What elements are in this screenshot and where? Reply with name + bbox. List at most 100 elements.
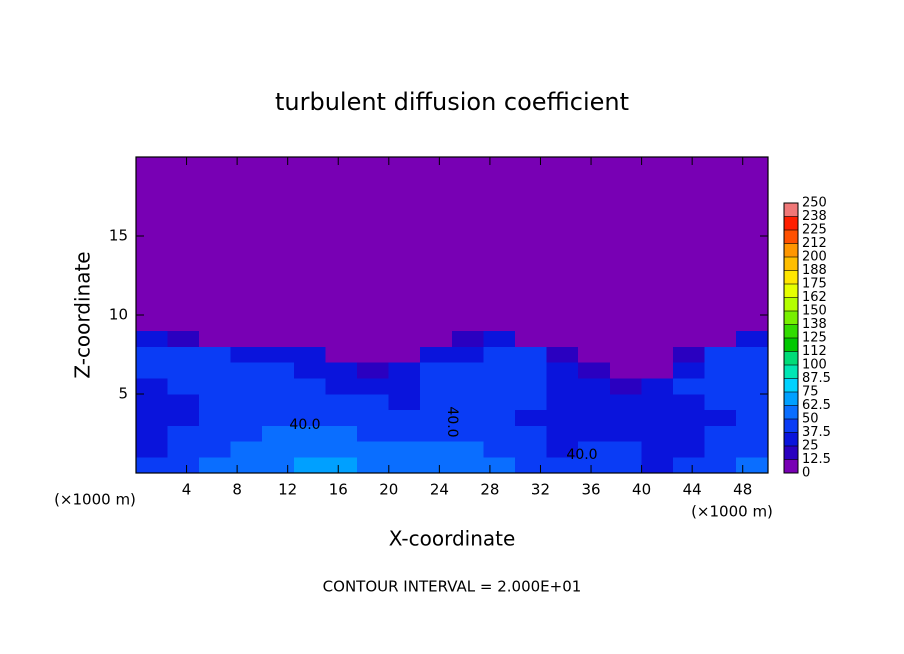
heatmap-cell	[609, 362, 642, 379]
heatmap-cell	[483, 346, 516, 363]
x-tick-label: 32	[531, 481, 550, 499]
heatmap-cell	[704, 456, 737, 474]
heatmap-cell	[578, 156, 611, 332]
heatmap-cell	[356, 393, 390, 411]
heatmap-cell	[736, 156, 769, 332]
heatmap-cell	[325, 456, 358, 474]
heatmap-cell	[641, 409, 674, 426]
heatmap-cell	[704, 346, 737, 363]
heatmap-cell	[262, 393, 295, 411]
heatmap-cell	[736, 330, 769, 347]
colorbar-label: 0	[802, 466, 810, 481]
colorbar-band	[784, 324, 798, 338]
heatmap-cell	[230, 362, 263, 379]
heatmap-cell	[167, 441, 200, 458]
heatmap-cell	[388, 409, 421, 426]
colorbar-band	[784, 311, 798, 325]
heatmap-cell	[135, 362, 168, 379]
heatmap-cell	[198, 393, 232, 411]
x-tick-label: 8	[232, 481, 242, 499]
heatmap-cell	[704, 441, 737, 458]
heatmap-cell	[325, 425, 358, 442]
colorbar-band	[784, 257, 798, 271]
axis-unit: (×1000 m)	[54, 491, 136, 509]
heatmap-cell	[262, 330, 295, 347]
heatmap-cell	[736, 441, 769, 458]
heatmap-cell	[514, 346, 548, 363]
heatmap-cell	[388, 393, 421, 411]
heatmap-cell	[420, 156, 453, 332]
heatmap-cell	[293, 156, 326, 332]
heatmap-cell	[293, 441, 326, 458]
colorbar-label: 138	[802, 317, 827, 332]
heatmap-cell	[546, 377, 579, 395]
heatmap-cell	[420, 456, 453, 474]
colorbar-label: 25	[802, 439, 819, 454]
heatmap-cell	[736, 456, 769, 474]
heatmap-cell	[514, 156, 548, 332]
heatmap-cell	[167, 362, 200, 379]
colorbar-label: 225	[802, 223, 827, 238]
heatmap-cell	[230, 346, 263, 363]
colorbar-band	[784, 405, 798, 419]
heatmap-cell	[198, 330, 232, 347]
heatmap-cell	[356, 346, 390, 363]
x-tick-label: 4	[182, 481, 192, 499]
heatmap-cell	[483, 377, 516, 395]
heatmap-cell	[420, 362, 453, 379]
heatmap-cell	[388, 425, 421, 442]
contour-label: 40.0	[444, 406, 460, 437]
heatmap-cell	[451, 441, 484, 458]
heatmap-cell	[546, 346, 579, 363]
heatmap-cell	[135, 409, 168, 426]
heatmap-cell	[641, 456, 674, 474]
heatmap-cell	[704, 156, 737, 332]
colorbar-band	[784, 432, 798, 446]
heatmap-cell	[135, 441, 168, 458]
heatmap-cell	[356, 409, 390, 426]
colorbar-band	[784, 351, 798, 365]
colorbar-label: 200	[802, 250, 827, 265]
heatmap-cell	[641, 330, 674, 347]
heatmap-cell	[230, 441, 263, 458]
heatmap-cell	[198, 377, 232, 395]
x-tick-label: 12	[278, 481, 297, 499]
colorbar-label: 125	[802, 331, 827, 346]
heatmap-cell	[325, 346, 358, 363]
heatmap-cell	[514, 377, 548, 395]
x-tick-label: 28	[480, 481, 499, 499]
heatmap-cell	[451, 330, 484, 347]
colorbar-band	[784, 419, 798, 433]
heatmap-cell	[641, 425, 674, 442]
heatmap-cell	[609, 393, 642, 411]
heatmap-cell	[672, 393, 706, 411]
heatmap-cell	[736, 362, 769, 379]
heatmap-cell	[262, 456, 295, 474]
heatmap-cell	[546, 393, 579, 411]
heatmap-cell	[514, 441, 548, 458]
heatmap-cell	[578, 377, 611, 395]
heatmap-cell	[198, 362, 232, 379]
heatmap-cell	[167, 409, 200, 426]
x-tick-label: 36	[581, 481, 600, 499]
heatmap-cell	[641, 156, 674, 332]
heatmap-cell	[451, 156, 484, 332]
colorbar-band	[784, 243, 798, 257]
heatmap-cell	[325, 393, 358, 411]
heatmap-cell	[420, 377, 453, 395]
heatmap-cell	[293, 456, 326, 474]
heatmap-cell	[198, 456, 232, 474]
heatmap-cell	[293, 346, 326, 363]
heatmap-cell	[704, 362, 737, 379]
heatmap-cell	[451, 377, 484, 395]
heatmap-cell	[483, 425, 516, 442]
heatmap-cell	[609, 456, 642, 474]
heatmap-cell	[704, 425, 737, 442]
heatmap-cell	[230, 425, 263, 442]
colorbar-band	[784, 446, 798, 460]
heatmap-cell	[262, 377, 295, 395]
heatmap-cell	[672, 456, 706, 474]
heatmap-cell	[388, 156, 421, 332]
heatmap-cell	[704, 377, 737, 395]
heatmap-cell	[135, 393, 168, 411]
